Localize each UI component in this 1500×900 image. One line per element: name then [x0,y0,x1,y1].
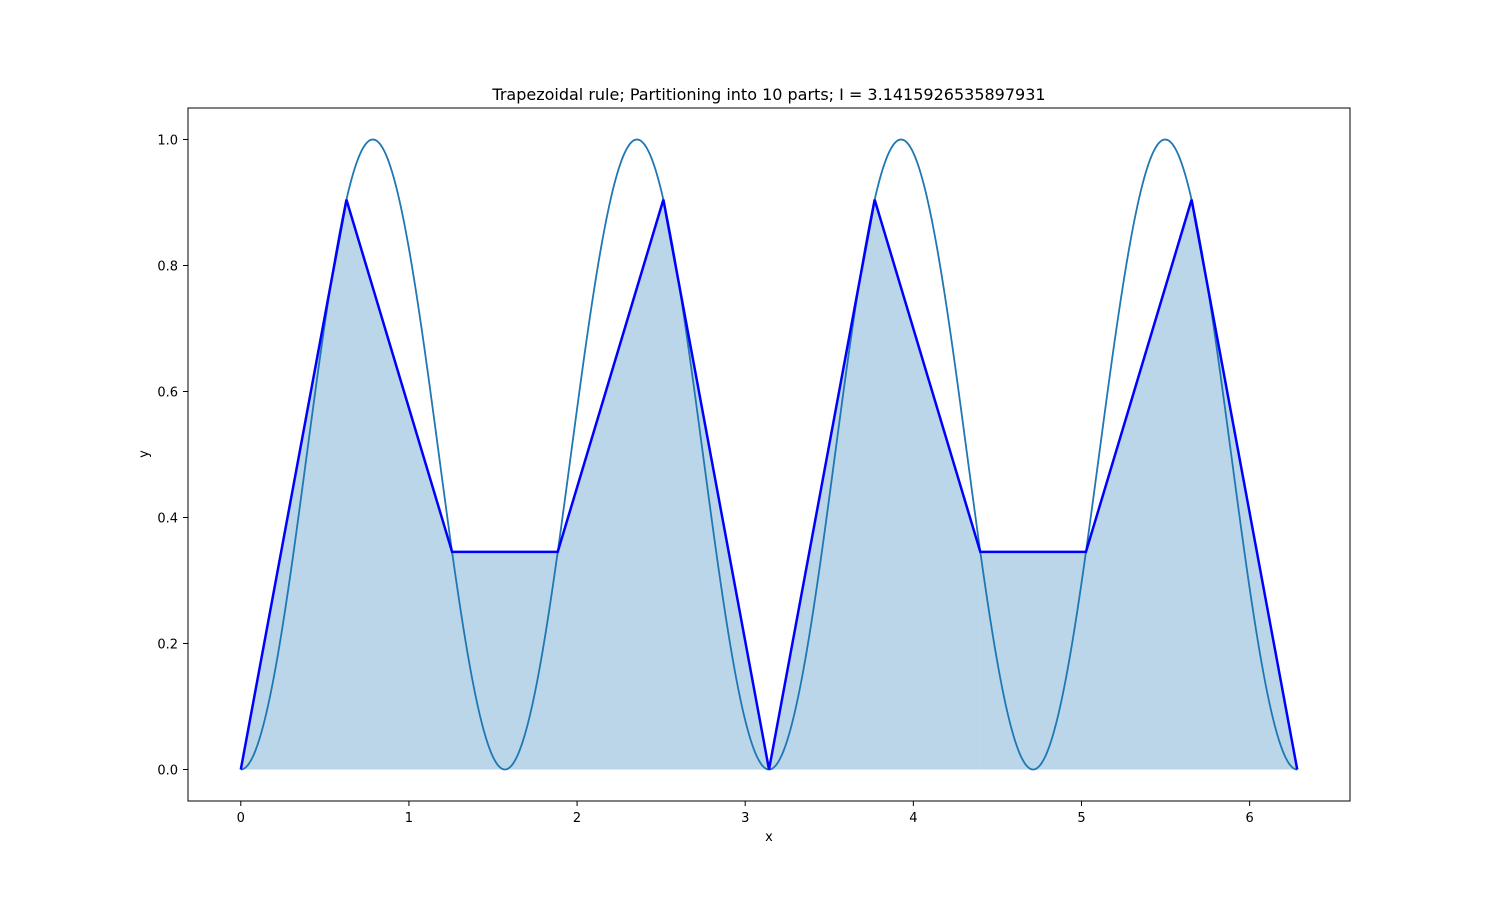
trapezoid-area [980,551,1086,770]
y-tick-label: 0.8 [157,260,178,275]
x-tick-label: 3 [741,811,749,826]
y-axis-ticks: 0.0 0.2 0.4 0.6 0.8 1.0 [157,134,188,779]
x-axis-label: x [765,830,773,845]
y-tick-label: 0.6 [157,386,178,401]
y-tick-label: 0.2 [157,638,178,653]
trapezoid-area [346,199,453,770]
x-tick-label: 5 [1077,811,1085,826]
y-tick-label: 0.0 [157,764,178,779]
y-tick-label: 1.0 [157,134,178,149]
x-axis-ticks: 0 1 2 3 4 5 6 [237,801,1254,826]
y-axis-label: y [137,450,152,458]
x-tick-label: 0 [237,811,245,826]
chart-title: Trapezoidal rule; Partitioning into 10 p… [491,85,1045,104]
trapezoid-area [557,199,664,770]
trapezoid-area [1085,199,1192,770]
x-tick-label: 2 [573,811,581,826]
trapezoid-area [874,199,981,770]
x-tick-label: 1 [405,811,413,826]
x-tick-label: 4 [909,811,917,826]
trapezoid-fill-layer [240,199,1298,770]
trapezoid-area [452,551,558,770]
trapezoid-line-layer [239,199,1299,770]
y-tick-label: 0.4 [157,512,178,527]
x-tick-label: 6 [1245,811,1253,826]
plot-frame [187,107,1351,802]
